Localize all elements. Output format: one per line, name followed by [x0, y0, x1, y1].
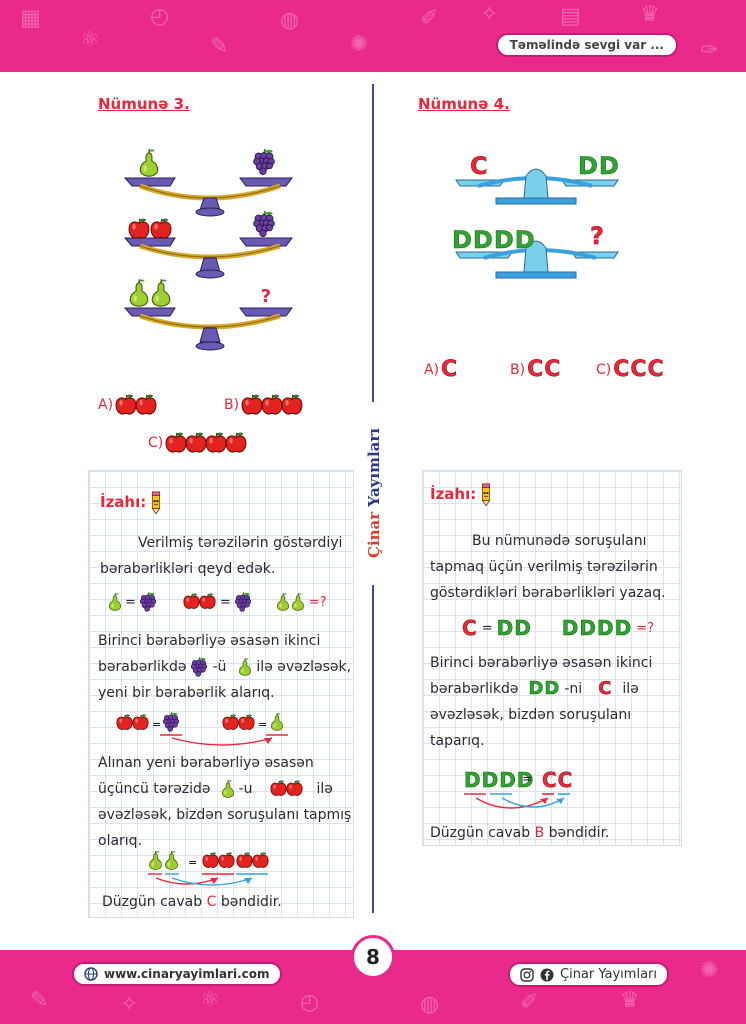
explanation-4-grid	[422, 470, 682, 846]
explanation-4-line-1a: Bu nümunədə soruşulanı	[472, 533, 647, 549]
explanation-3-line-2b: bərabərlikdə -ü ilə əvəzləsək,	[98, 657, 352, 677]
answer-c[interactable]: C)	[148, 432, 247, 454]
ruler-doodle-icon: ✐	[420, 6, 439, 31]
globe-doodle-icon: ◍	[280, 8, 300, 33]
atom-doodle-icon: ⚛	[200, 988, 220, 1013]
explanation-4-line-1c: göstərdikləri bərabərlikləri yazaq.	[430, 585, 666, 601]
explanation-4-line-2d: taparıq.	[430, 733, 485, 749]
two-apples-icon	[115, 394, 157, 415]
explanation-4-line-2c: əvəzləsək, bizdən soruşulanı	[430, 707, 632, 723]
website-pill[interactable]: www.cinaryayimlari.com	[72, 962, 282, 986]
answer-a[interactable]: A)	[98, 394, 157, 416]
two-apples-icon	[270, 780, 304, 797]
grapes-icon	[234, 592, 252, 612]
four-apples-icon	[165, 432, 247, 453]
substitution-diagram-2: =	[148, 850, 269, 886]
substitution-left-letters: DDDD	[464, 768, 535, 793]
column-divider-bottom	[372, 585, 374, 913]
explanation-3-heading: İzahı:	[100, 490, 164, 514]
instagram-icon[interactable]	[520, 967, 534, 982]
example-4-title: Nümunə 4.	[418, 95, 510, 113]
column-divider-top	[372, 84, 374, 402]
globe-icon	[84, 967, 98, 981]
pear-icon	[108, 592, 122, 611]
social-handle: Çinar Yayımları	[560, 967, 657, 982]
answer-4b[interactable]: B) CC	[510, 357, 562, 383]
pencil-mascot-icon	[482, 483, 491, 506]
explanation-4-final: Düzgün cavab B bəndidir.	[430, 825, 610, 841]
three-apples-icon	[241, 394, 303, 415]
explanation-3-line-3a: Alınan yeni bərabərliyə əsasən	[98, 755, 314, 771]
answer-4a[interactable]: A) C	[424, 357, 459, 383]
explanation-3-paragraph-1: Verilmiş tərəzilərin göstərdiyi bərabərl…	[100, 535, 343, 577]
answer-b[interactable]: B)	[224, 394, 303, 416]
pen-doodle-icon: ✑	[700, 38, 719, 63]
answer-4c[interactable]: C) CCC	[596, 357, 665, 383]
star-doodle-icon: ✧	[480, 2, 499, 27]
grapes-icon	[191, 657, 208, 677]
letter-scales-illustration	[455, 168, 619, 279]
header-slogan: Təməlində sevgi var ...	[495, 33, 678, 57]
clipboard-doodle-icon: ▤	[560, 4, 581, 29]
explanation-3-line-3c: əvəzləsək, bizdən soruşulanı tapmış	[98, 807, 352, 823]
page-number: 8	[351, 935, 395, 979]
explanation-3-line-2a: Birinci bərabərliyə əsasən ikinci	[98, 633, 321, 649]
explanation-3-grid	[88, 470, 354, 918]
pencil-mascot-icon	[152, 491, 161, 514]
svg-text:?: ?	[261, 286, 271, 307]
svg-text:=: =	[188, 856, 197, 869]
explanation-4-line-2b: bərabərlikdə DD -ni C ilə	[430, 678, 639, 700]
atom-doodle-icon: ⚛	[80, 28, 100, 53]
social-pill[interactable]: Çinar Yayımları	[508, 962, 669, 987]
explanation-3-equalities: = = =?	[108, 592, 327, 612]
vertical-brand: Çinar Yayımları	[365, 427, 384, 558]
example-3-title: Nümunə 3.	[98, 95, 190, 113]
bulb-doodle-icon: ✺	[700, 958, 719, 983]
substitution-right-letters: CC	[542, 768, 574, 793]
globe-doodle-icon: ◍	[420, 992, 440, 1017]
svg-text:=: =	[152, 718, 161, 731]
book-doodle-icon: ✎	[210, 34, 229, 59]
explanation-4-equalities: C = DD DDDD =?	[462, 616, 654, 641]
trophy-doodle-icon: ♛	[640, 2, 660, 27]
calculator-doodle-icon: ▦	[20, 6, 41, 31]
clock-doodle-icon: ◴	[300, 990, 320, 1015]
explanation-3-line-2c: yeni bir bərabərlik alarıq.	[98, 685, 275, 701]
bulb-doodle-icon: ✺	[350, 32, 369, 57]
explanation-3-line-3b: üçüncü tərəzidə -u ilə	[98, 779, 333, 798]
scale-2-question-mark: ?	[590, 222, 605, 251]
book-doodle-icon: ✎	[30, 988, 49, 1013]
grapes-icon	[139, 592, 157, 612]
pear-icon	[221, 779, 234, 798]
explanation-4-line-1b: tapmaq üçün verilmiş tərəzilərin	[430, 559, 658, 575]
clock-doodle-icon: ◴	[150, 4, 170, 29]
trophy-doodle-icon: ♛	[620, 988, 640, 1013]
scale-1-right-letters: DD	[578, 152, 620, 181]
scale-2-left-letters: DDDD	[452, 226, 536, 255]
explanation-3-line-3d: olarıq.	[98, 833, 143, 849]
explanation-4-line-2a: Birinci bərabərliyə əsasən ikinci	[430, 655, 653, 671]
two-pears-icon	[276, 592, 304, 611]
facebook-icon[interactable]	[540, 968, 554, 982]
substitution-diagram-1: = =	[116, 712, 288, 746]
ruler-doodle-icon: ✐	[520, 990, 539, 1015]
svg-text:=: =	[258, 718, 267, 731]
pear-icon	[239, 657, 252, 676]
fruit-scales-illustration: ?	[123, 148, 293, 351]
two-apples-icon	[183, 593, 216, 610]
scale-1-left-letter: C	[470, 152, 489, 181]
explanation-4-heading: İzahı:	[430, 482, 494, 506]
explanation-3-final: Düzgün cavab C bəndidir.	[102, 894, 282, 910]
substitution-diagram-arrows	[464, 793, 570, 809]
star-doodle-icon: ✧	[120, 992, 139, 1017]
substitution-equals: =	[522, 772, 533, 787]
website-link[interactable]: www.cinaryayimlari.com	[104, 967, 270, 981]
